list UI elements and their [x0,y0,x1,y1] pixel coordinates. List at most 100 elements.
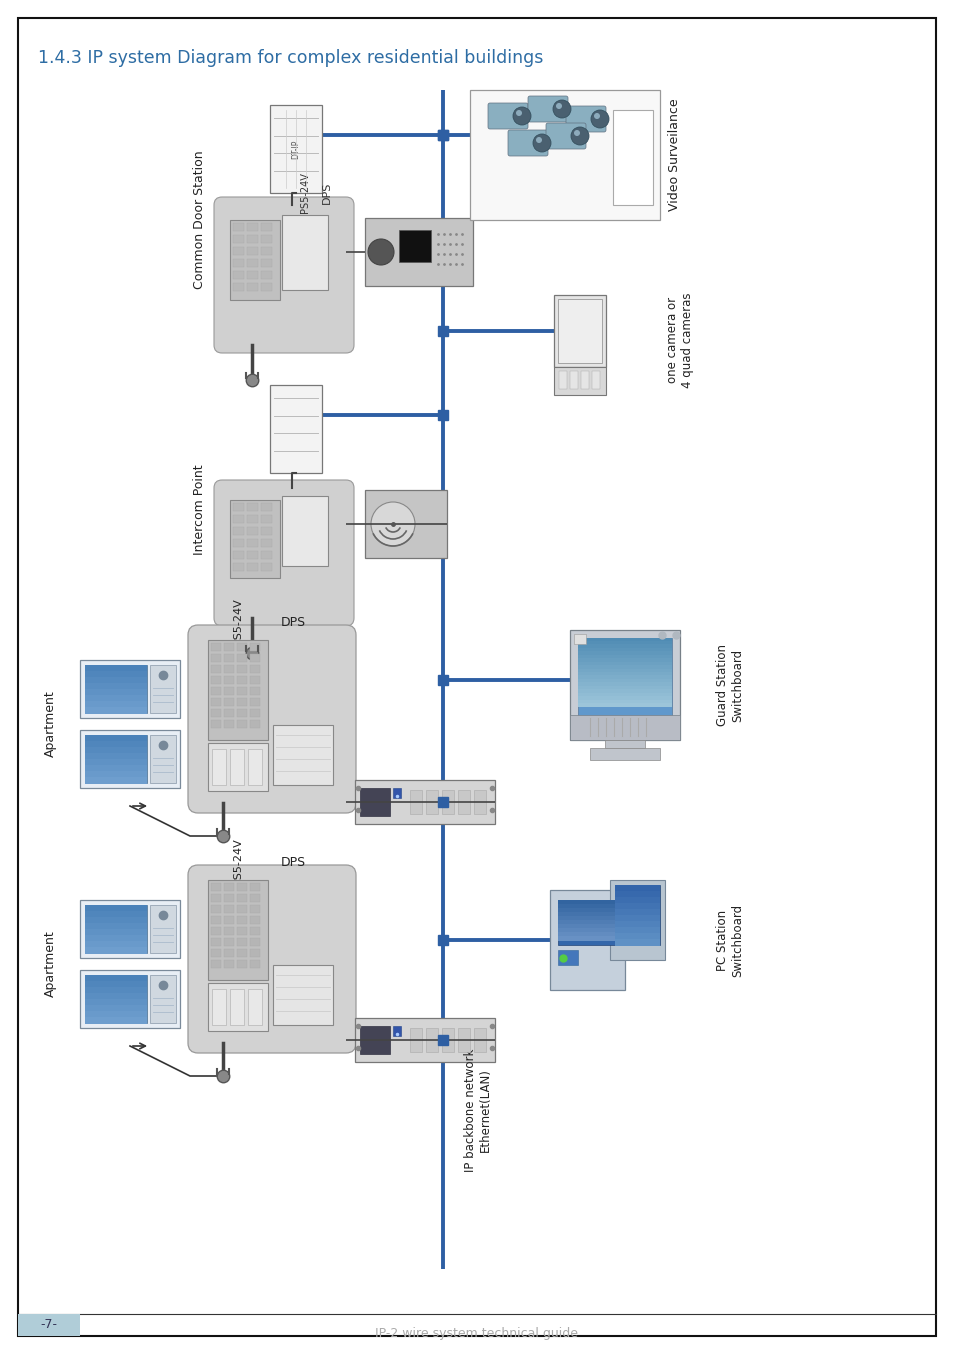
Bar [359,1026,390,1053]
Bar [211,643,221,651]
FancyBboxPatch shape [545,123,585,149]
Bar [85,1017,147,1024]
Text: PS5: PS5 [253,531,261,546]
Bar [85,982,147,988]
Bar [247,539,257,547]
Bar [236,654,247,662]
Bar [558,932,616,937]
Bar [558,951,578,965]
Bar [615,921,659,927]
Bar [208,983,268,1030]
Bar [580,371,588,389]
Text: DT-IP: DT-IP [292,139,300,158]
Bar [211,686,221,695]
Bar [578,638,671,642]
Circle shape [368,240,394,265]
Text: DPS: DPS [300,245,309,260]
Bar [261,259,272,267]
Bar [426,1028,437,1052]
Bar [211,883,221,891]
Bar [212,749,226,785]
Bar [578,638,671,723]
Bar [85,777,147,784]
Bar [261,246,272,255]
Bar [85,946,147,955]
Bar [261,502,272,510]
Bar [250,643,260,651]
Text: 1.4.3 IP system Diagram for complex residential buildings: 1.4.3 IP system Diagram for complex resi… [38,49,543,66]
Bar [247,246,257,255]
Bar [250,938,260,946]
Bar [273,724,333,785]
Bar [85,765,147,772]
Bar [569,371,578,389]
Bar [578,658,671,662]
Bar [270,385,322,473]
Text: IP-2 wire system technical guide: IP-2 wire system technical guide [375,1327,578,1340]
Bar [261,223,272,232]
Bar [85,929,147,936]
Bar [615,903,659,910]
Bar [233,223,244,232]
Bar [85,735,147,783]
Bar [578,655,671,659]
FancyBboxPatch shape [213,196,354,353]
Circle shape [571,127,588,145]
Bar [230,749,244,785]
Bar [250,686,260,695]
Bar [578,696,671,700]
Bar [233,283,244,291]
Bar [393,788,400,798]
Bar [224,654,233,662]
Bar [615,915,659,922]
Bar [233,236,244,242]
Bar [248,749,262,785]
Bar [224,949,233,957]
Bar [224,904,233,913]
Bar [615,886,659,945]
Bar [558,900,616,945]
Bar [224,938,233,946]
Bar [261,527,272,535]
Bar [393,1026,400,1036]
Circle shape [594,112,599,119]
Bar [85,741,147,747]
Bar [233,527,244,535]
FancyBboxPatch shape [527,96,567,122]
Bar [250,904,260,913]
Circle shape [553,100,571,118]
Bar [233,515,244,523]
Bar [150,904,175,953]
Bar [569,715,679,741]
Bar [247,563,257,571]
Bar [261,271,272,279]
Bar [85,747,147,754]
Bar [224,883,233,891]
Bar [80,969,180,1028]
Bar [18,1313,80,1336]
Bar [211,709,221,718]
Bar [261,236,272,242]
Bar [211,894,221,902]
Bar [574,634,585,645]
Bar [250,960,260,968]
Bar [615,891,659,898]
Bar [230,988,244,1025]
Bar [250,676,260,684]
Bar [410,789,421,814]
Bar [236,904,247,913]
Bar [613,110,652,204]
Text: DPS: DPS [322,181,332,204]
Text: DPS: DPS [300,525,309,540]
Bar [441,789,454,814]
Bar [426,789,437,814]
Text: -7-: -7- [40,1319,57,1331]
Bar [558,917,616,921]
Bar [578,700,671,704]
Bar [558,919,616,925]
Bar [615,940,659,946]
FancyBboxPatch shape [188,626,355,812]
FancyBboxPatch shape [488,103,527,129]
Bar [250,665,260,673]
Bar [224,643,233,651]
